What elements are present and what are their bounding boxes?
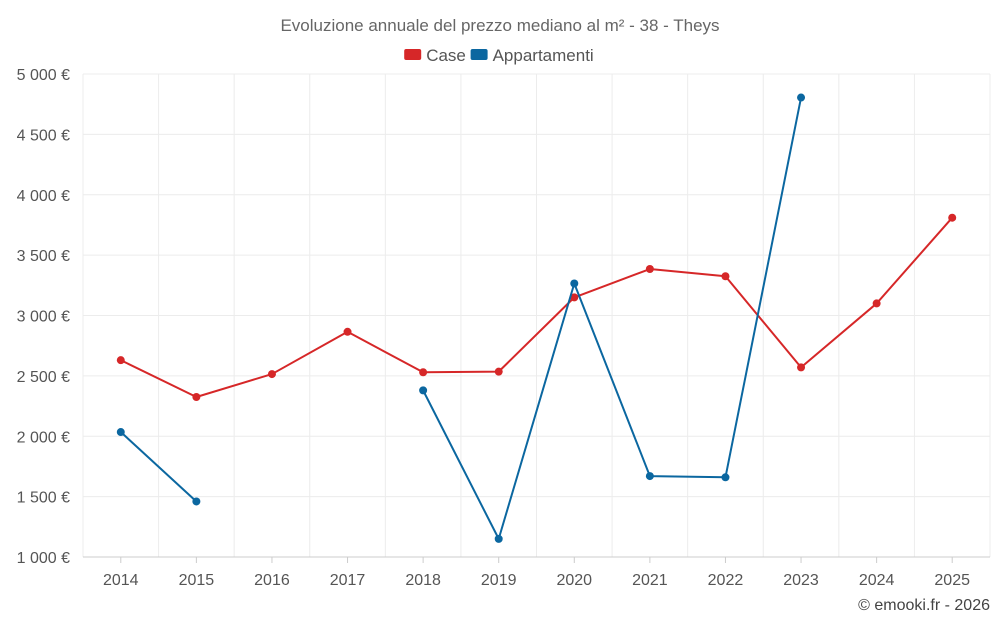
data-point[interactable] <box>192 393 201 402</box>
data-point[interactable] <box>721 272 730 281</box>
data-point[interactable] <box>419 368 428 377</box>
data-point[interactable] <box>116 428 125 437</box>
data-point[interactable] <box>872 299 881 308</box>
x-tick-label: 2025 <box>934 572 970 589</box>
legend-item-appartamenti[interactable]: Appartamenti <box>470 46 594 65</box>
legend-swatch <box>404 49 422 60</box>
y-tick-label: 1 500 € <box>17 490 70 507</box>
x-tick-label: 2016 <box>254 572 290 589</box>
series-line <box>120 217 953 399</box>
y-tick-label: 2 500 € <box>17 369 70 386</box>
x-tick-label: 2021 <box>632 572 668 589</box>
x-axis: 2014 2015 2016 2017 2018 2019 2020 2021 2022 2023… <box>103 557 970 589</box>
data-point[interactable] <box>948 213 957 222</box>
legend-item-case[interactable]: Case <box>404 46 466 65</box>
data-point[interactable] <box>116 356 125 365</box>
x-tick-label: 2015 <box>179 572 215 589</box>
x-tick-label: 2024 <box>859 572 895 589</box>
y-tick-label: 3 500 € <box>17 248 70 265</box>
data-point[interactable] <box>570 279 579 288</box>
series-case <box>116 213 957 402</box>
credit-text: © emooki.fr - 2026 <box>858 597 990 614</box>
x-tick-label: 2022 <box>708 572 744 589</box>
y-tick-label: 4 000 € <box>17 188 70 205</box>
chart-title: Evoluzione annuale del prezzo mediano al… <box>280 16 719 35</box>
data-point[interactable] <box>419 386 428 395</box>
data-point[interactable] <box>494 367 503 376</box>
y-tick-label: 1 000 € <box>17 550 70 567</box>
data-point[interactable] <box>797 93 806 102</box>
series-group <box>116 93 957 543</box>
series-line <box>120 431 198 503</box>
data-point[interactable] <box>570 293 579 302</box>
data-point[interactable] <box>721 473 730 482</box>
x-tick-label: 2018 <box>405 572 441 589</box>
series-appartamenti <box>116 93 806 543</box>
legend-label: Appartamenti <box>493 46 594 65</box>
x-tick-label: 2014 <box>103 572 139 589</box>
data-point[interactable] <box>494 534 503 543</box>
grid <box>82 73 991 558</box>
series-line <box>422 97 803 540</box>
y-axis: 1 000 € 1 500 € 2 000 € 2 500 € 3 000 € 3 500… <box>17 67 70 567</box>
y-tick-label: 4 500 € <box>17 127 70 144</box>
legend-label: Case <box>426 46 466 65</box>
data-point[interactable] <box>645 265 654 274</box>
data-point[interactable] <box>645 472 654 481</box>
x-tick-label: 2023 <box>783 572 819 589</box>
y-tick-label: 2 000 € <box>17 429 70 446</box>
data-point[interactable] <box>797 363 806 372</box>
x-tick-label: 2017 <box>330 572 366 589</box>
legend-swatch <box>470 49 488 60</box>
legend: Case Appartamenti <box>404 46 594 65</box>
x-tick-label: 2019 <box>481 572 517 589</box>
data-point[interactable] <box>343 327 352 336</box>
y-tick-label: 5 000 € <box>17 67 70 84</box>
x-tick-label: 2020 <box>556 572 592 589</box>
y-tick-label: 3 000 € <box>17 309 70 326</box>
data-point[interactable] <box>267 370 276 379</box>
data-point[interactable] <box>192 497 201 506</box>
